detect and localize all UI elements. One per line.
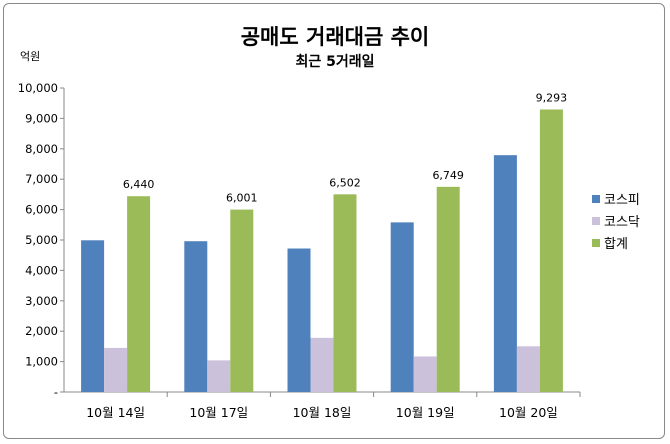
y-axis-label: 억원 bbox=[20, 50, 40, 63]
bar-kospi bbox=[287, 248, 311, 392]
data-label: 9,293 bbox=[536, 91, 568, 104]
legend-label: 코스닥 bbox=[604, 215, 640, 230]
y-tick-label: - bbox=[54, 385, 58, 399]
bar-total bbox=[436, 186, 460, 392]
data-label: 6,502 bbox=[329, 176, 361, 189]
y-tick-label: 1,000 bbox=[25, 355, 58, 369]
bar-total bbox=[127, 196, 151, 392]
y-tick-label: 5,000 bbox=[25, 233, 58, 247]
bar-kosdaq bbox=[207, 360, 231, 392]
bar-kosdaq bbox=[310, 337, 334, 392]
x-tick-label: 10월 18일 bbox=[293, 405, 352, 420]
x-tick-label: 10월 14일 bbox=[86, 405, 145, 420]
y-tick-label: 9,000 bbox=[25, 111, 58, 125]
data-label: 6,440 bbox=[123, 178, 155, 191]
data-label: 6,001 bbox=[226, 192, 258, 205]
bar-kospi bbox=[81, 240, 105, 392]
x-tick-label: 10월 19일 bbox=[396, 405, 455, 420]
bar-kospi bbox=[390, 222, 414, 392]
chart-frame bbox=[3, 3, 665, 439]
legend-swatch bbox=[592, 195, 600, 203]
y-tick-label: 2,000 bbox=[25, 324, 58, 338]
y-tick-label: 8,000 bbox=[25, 142, 58, 156]
y-tick-label: 7,000 bbox=[25, 172, 58, 186]
bar-kospi bbox=[493, 155, 517, 392]
bar-kospi bbox=[184, 241, 208, 392]
y-tick-label: 4,000 bbox=[25, 263, 58, 277]
legend-swatch bbox=[592, 239, 600, 247]
y-tick-label: 6,000 bbox=[25, 203, 58, 217]
chart-subtitle: 최근 5거래일 bbox=[295, 54, 374, 70]
x-tick-label: 10월 17일 bbox=[189, 405, 248, 420]
bar-kosdaq bbox=[516, 346, 540, 392]
legend-label: 합계 bbox=[604, 237, 628, 252]
legend-label: 코스피 bbox=[604, 193, 640, 208]
data-label: 6,749 bbox=[432, 169, 464, 182]
chart-title: 공매도 거래대금 추이 bbox=[241, 25, 430, 49]
y-tick-label: 10,000 bbox=[18, 81, 58, 95]
y-tick-label: 3,000 bbox=[25, 294, 58, 308]
bar-total bbox=[230, 209, 254, 392]
bar-kosdaq bbox=[413, 356, 437, 392]
bar-total bbox=[333, 194, 357, 392]
x-tick-label: 10월 20일 bbox=[499, 405, 558, 420]
bar-total bbox=[539, 109, 563, 392]
legend-swatch bbox=[592, 217, 600, 225]
bar-kosdaq bbox=[104, 347, 128, 392]
